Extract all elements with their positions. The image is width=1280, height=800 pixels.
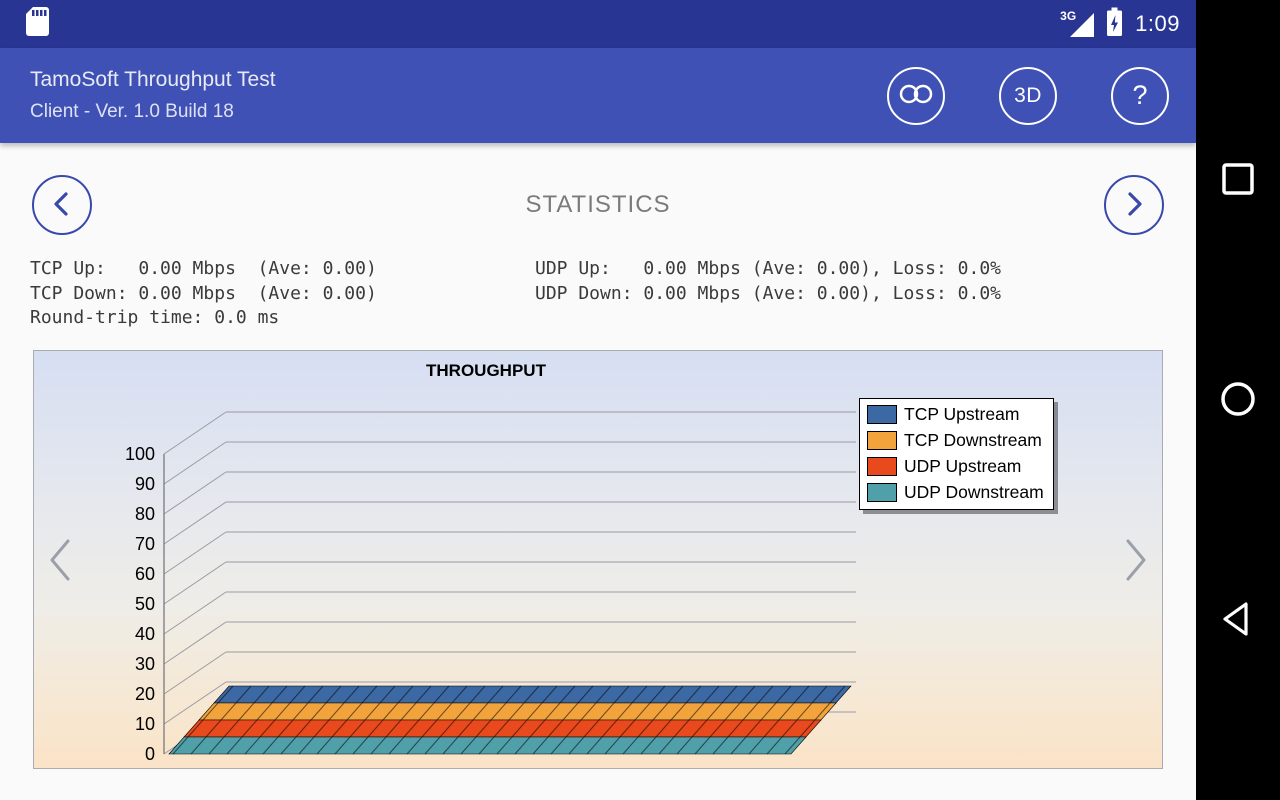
chart-plot-area: 0 10 20 30 40 50 60 70 80 90 100: [125, 411, 856, 764]
signal-icon: 3G: [1060, 9, 1095, 37]
chart-title: THROUGHPUT: [426, 360, 546, 380]
chart-legend: TCP Upstream TCP Downstream UDP Upstream UD…: [859, 397, 1054, 510]
legend-label: TCP Downstream: [904, 429, 1042, 450]
status-bar: 3G 1:09: [0, 0, 1196, 48]
recents-square-icon: [1219, 160, 1257, 201]
android-nav-bar: [1196, 0, 1280, 800]
app-bar-titles: TamoSoft Throughput Test Client - Ver. 1…: [30, 68, 887, 123]
legend-swatch: [867, 404, 897, 424]
legend-swatch: [867, 482, 897, 502]
app-window: 3G 1:09 TamoSoft Throughput Tes: [0, 0, 1196, 800]
statistics-summary: TCP Up: 0.00 Mbps (Ave: 0.00) TCP Down: …: [0, 257, 1196, 331]
stat-tcp-down: TCP Down: 0.00 Mbps (Ave: 0.00): [30, 282, 377, 304]
svg-text:70: 70: [135, 534, 155, 554]
app-bar-actions: 3D ?: [887, 66, 1169, 125]
legend-item: UDP Upstream: [867, 456, 1044, 477]
legend-label: UDP Upstream: [904, 455, 1022, 476]
legend-item: TCP Downstream: [867, 430, 1044, 451]
chevron-right-icon: [1119, 187, 1149, 224]
legend-item: UDP Downstream: [867, 482, 1044, 503]
app-subtitle: Client - Ver. 1.0 Build 18: [30, 101, 234, 122]
help-button[interactable]: ?: [1111, 66, 1169, 125]
legend-label: TCP Upstream: [904, 403, 1020, 424]
chart-scroll-right-button[interactable]: [1118, 535, 1152, 585]
stat-tcp-up: TCP Up: 0.00 Mbps (Ave: 0.00): [30, 258, 377, 279]
next-page-button[interactable]: [1104, 175, 1164, 235]
stat-round-trip: Round-trip time: 0.0 ms: [30, 307, 280, 328]
svg-text:30: 30: [135, 654, 155, 674]
legend-swatch: [867, 430, 897, 450]
svg-text:10: 10: [135, 714, 155, 734]
view-3d-button[interactable]: 3D: [999, 66, 1057, 125]
chevron-left-icon: [47, 187, 77, 224]
legend-swatch: [867, 456, 897, 476]
throughput-chart: 0 10 20 30 40 50 60 70 80 90 100 THROUGHPUT TCP Up…: [33, 349, 1163, 769]
stats-left-column: TCP Up: 0.00 Mbps (Ave: 0.00) TCP Down: …: [30, 257, 535, 331]
connect-button[interactable]: [887, 66, 945, 125]
svg-text:40: 40: [135, 624, 155, 644]
app-bar: TamoSoft Throughput Test Client - Ver. 1…: [0, 48, 1196, 143]
stat-udp-up: UDP Up: 0.00 Mbps (Ave: 0.00), Loss: 0.0…: [535, 258, 1001, 279]
chart-scroll-left-button[interactable]: [44, 535, 78, 585]
legend-item: TCP Upstream: [867, 404, 1044, 425]
back-button[interactable]: [1214, 596, 1262, 644]
view-3d-label: 3D: [1014, 83, 1042, 107]
sd-card-icon: [26, 7, 49, 41]
back-triangle-icon: [1219, 600, 1257, 641]
svg-text:0: 0: [145, 744, 155, 764]
battery-charging-icon: [1106, 6, 1123, 42]
help-icon: ?: [1132, 80, 1148, 110]
home-button[interactable]: [1214, 376, 1262, 424]
prev-page-button[interactable]: [32, 175, 92, 235]
svg-text:90: 90: [135, 474, 155, 494]
svg-text:80: 80: [135, 504, 155, 524]
stat-udp-down: UDP Down: 0.00 Mbps (Ave: 0.00), Loss: 0…: [535, 282, 1001, 304]
app-title: TamoSoft Throughput Test: [30, 68, 276, 91]
stats-right-column: UDP Up: 0.00 Mbps (Ave: 0.00), Loss: 0.0…: [535, 257, 1001, 331]
page-nav-row: STATISTICS: [0, 175, 1196, 235]
legend-label: UDP Downstream: [904, 481, 1044, 502]
content-area: STATISTICS TCP Up: 0.00 Mbps (Ave: 0.00)…: [0, 143, 1196, 800]
clock: 1:09: [1135, 11, 1180, 36]
network-type-label: 3G: [1060, 9, 1077, 23]
page-title: STATISTICS: [525, 191, 671, 218]
svg-text:20: 20: [135, 684, 155, 704]
recents-button[interactable]: [1214, 156, 1262, 204]
svg-text:100: 100: [125, 444, 155, 464]
link-icon: [898, 83, 934, 108]
svg-text:60: 60: [135, 564, 155, 584]
svg-text:50: 50: [135, 594, 155, 614]
home-circle-icon: [1219, 380, 1257, 421]
